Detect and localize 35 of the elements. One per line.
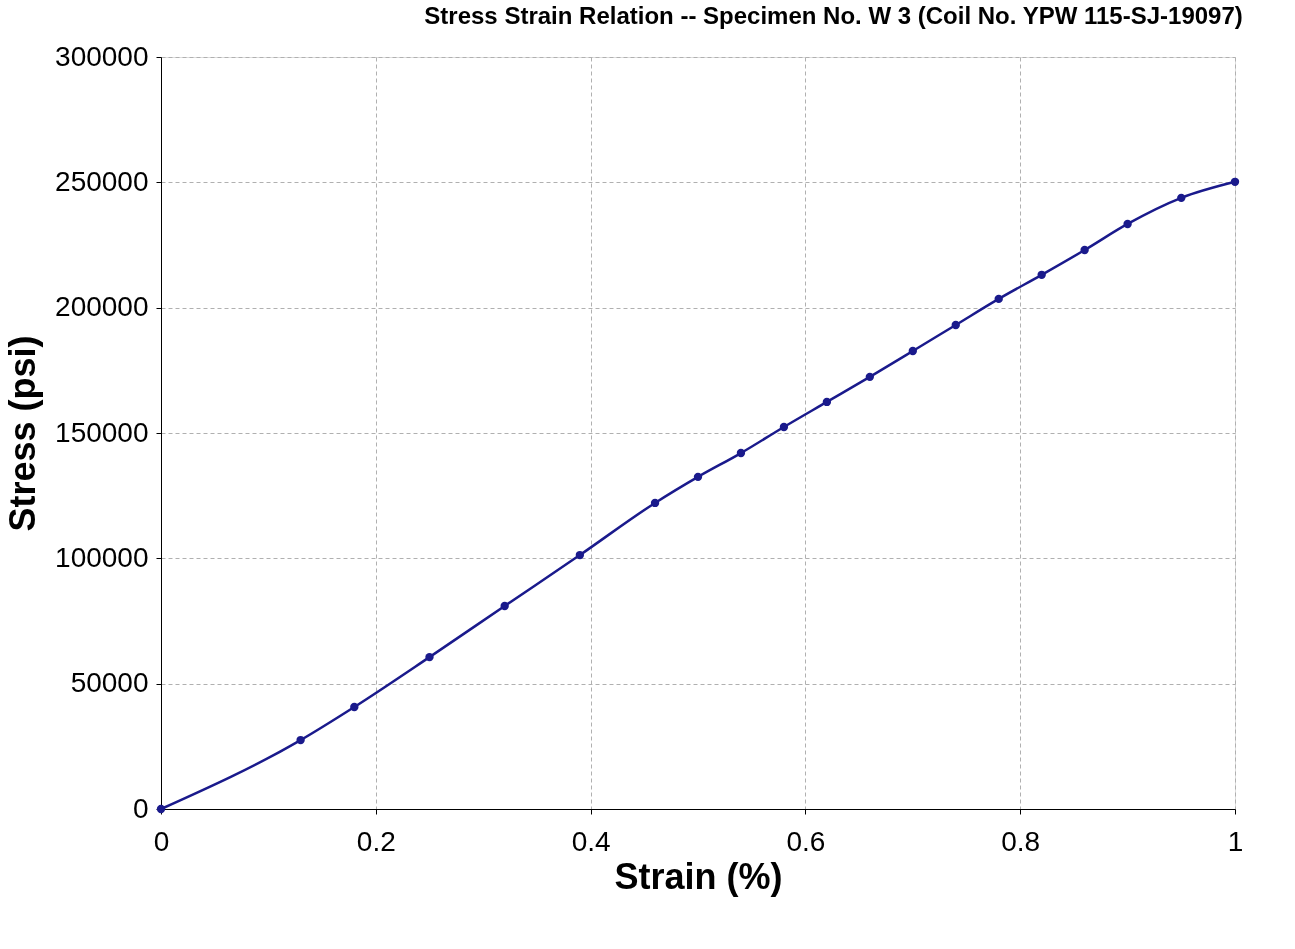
y-tick-label: 200000 <box>55 291 149 323</box>
x-tick-label: 0.8 <box>1001 825 1041 857</box>
point <box>1080 245 1089 255</box>
point <box>779 422 789 432</box>
point <box>350 702 359 712</box>
point <box>575 550 585 560</box>
x-tick-label: 0 <box>153 825 170 857</box>
point <box>736 448 746 458</box>
y-tick-label: 300000 <box>55 40 149 72</box>
x-tick-label: 1 <box>1227 825 1244 857</box>
point <box>822 397 832 407</box>
y-tick-label: 100000 <box>55 541 149 573</box>
point <box>1230 177 1240 187</box>
x-axis-title: Strain (%) <box>614 855 783 897</box>
point <box>296 735 305 745</box>
point <box>1177 193 1186 203</box>
point <box>650 498 660 508</box>
x-tick-label: 0.6 <box>786 825 826 857</box>
point <box>994 294 1003 304</box>
x-tick-label: 0.4 <box>571 825 611 857</box>
point <box>951 320 960 330</box>
y-tick-label: 0 <box>132 792 149 824</box>
y-tick-label: 150000 <box>55 416 149 448</box>
y-tick-label: 50000 <box>70 667 149 699</box>
point <box>865 372 875 382</box>
point <box>425 652 434 662</box>
point <box>500 601 509 611</box>
chart-title: Stress Strain Relation -- Specimen No. W 3 (Coil No. YPW 115-SJ-19097) <box>424 2 1243 29</box>
point <box>1123 219 1132 229</box>
y-tick-label: 250000 <box>55 165 149 197</box>
x-tick-label: 0.2 <box>356 825 396 857</box>
point <box>1037 270 1046 279</box>
point <box>693 472 703 482</box>
y-axis-title: Stress (psi) <box>2 335 44 532</box>
point <box>908 346 917 356</box>
